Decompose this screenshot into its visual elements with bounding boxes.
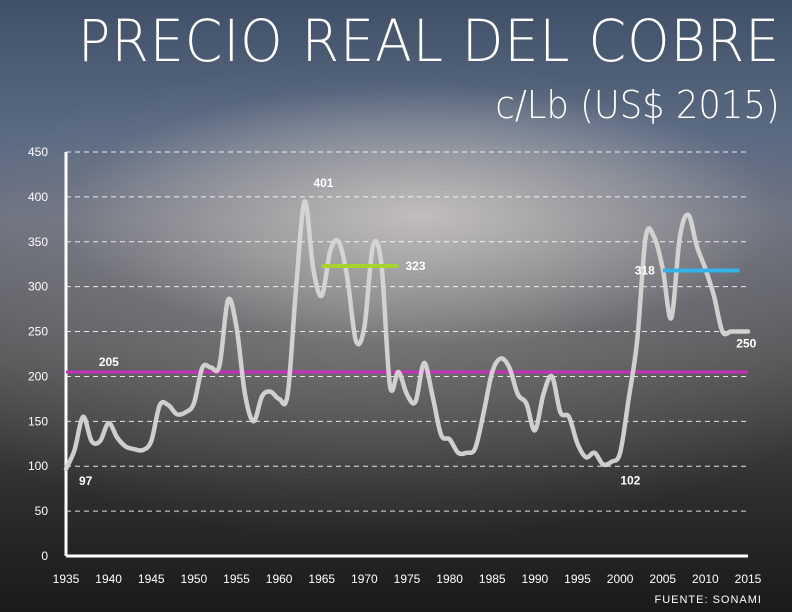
y-tick-label: 200 (28, 369, 48, 383)
average-label-205: 205 (99, 355, 119, 369)
y-tick-label: 50 (35, 504, 49, 518)
x-tick-label: 1950 (181, 572, 208, 586)
annotation-102: 102 (620, 473, 640, 487)
annotation-97: 97 (79, 474, 93, 488)
chart-subtitle: c/Lb (US$ 2015) (495, 83, 780, 127)
y-tick-label: 150 (28, 414, 48, 428)
x-tick-label: 2000 (607, 572, 634, 586)
x-tick-label: 1955 (223, 572, 250, 586)
x-tick-label: 1945 (138, 572, 165, 586)
y-tick-label: 400 (28, 190, 48, 204)
average-label-323: 323 (405, 259, 425, 273)
x-tick-label: 2015 (735, 572, 762, 586)
x-tick-label: 1940 (95, 572, 122, 586)
x-tick-label: 1980 (436, 572, 463, 586)
x-tick-label: 1985 (479, 572, 506, 586)
y-tick-label: 300 (28, 280, 48, 294)
y-tick-label: 100 (28, 459, 48, 473)
x-tick-label: 1995 (564, 572, 591, 586)
x-tick-label: 1975 (394, 572, 421, 586)
y-tick-label: 350 (28, 235, 48, 249)
y-tick-label: 450 (28, 145, 48, 159)
copper-price-series (63, 199, 751, 472)
y-tick-label: 250 (28, 325, 48, 339)
x-tick-label: 1970 (351, 572, 378, 586)
x-tick-label: 1990 (522, 572, 549, 586)
average-label-318: 318 (635, 264, 655, 278)
source-note: FUENTE: SONAMI (654, 594, 762, 606)
chart-title: PRECIO REAL DEL COBRE (77, 7, 780, 75)
x-tick-label: 2010 (692, 572, 719, 586)
x-tick-label: 1960 (266, 572, 293, 586)
x-tick-label: 1935 (53, 572, 80, 586)
annotation-401: 401 (313, 176, 333, 190)
x-tick-label: 1965 (308, 572, 335, 586)
annotation-250: 250 (736, 337, 756, 351)
y-tick-label: 0 (41, 549, 48, 563)
x-tick-label: 2005 (649, 572, 676, 586)
